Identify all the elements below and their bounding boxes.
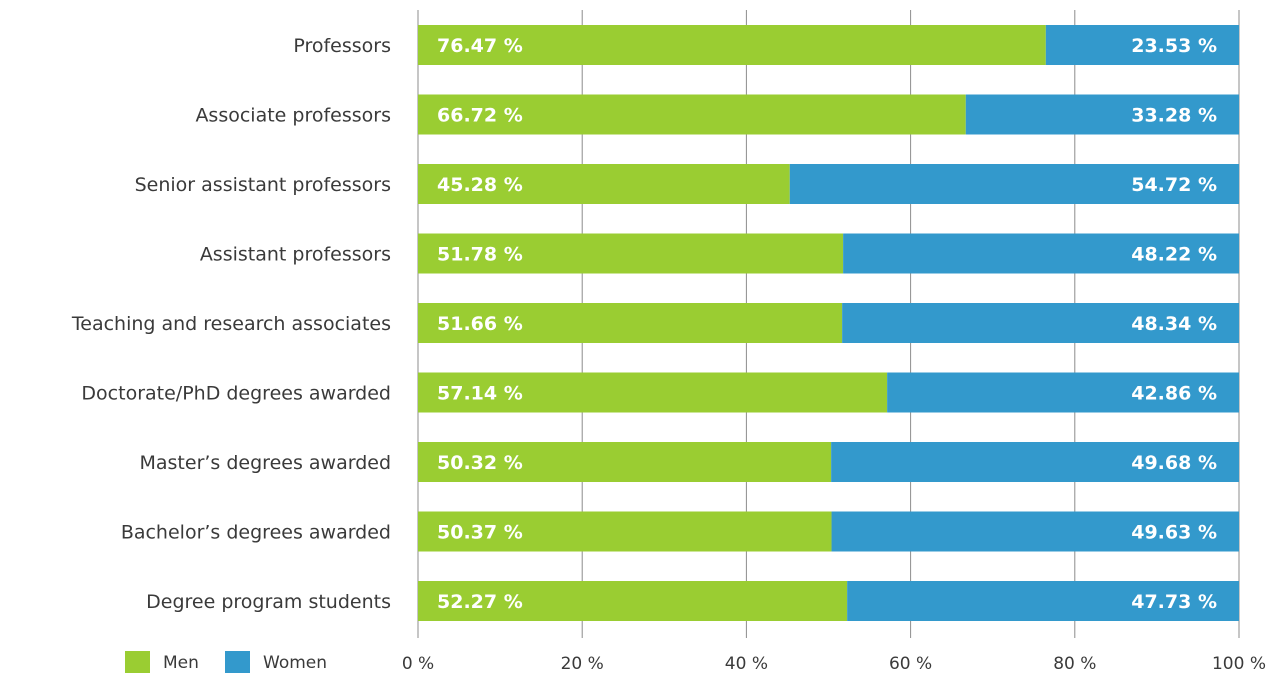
category-label: Degree program students (146, 591, 391, 613)
x-tick-label: 0 % (402, 654, 434, 673)
legend-label-men: Men (163, 653, 199, 673)
bar-men (418, 581, 848, 621)
data-label-women: 54.72 % (1131, 174, 1217, 196)
x-tick-label: 40 % (725, 654, 768, 673)
x-axis-ticks: 0 % 20 % 40 % 60 % 80 % 100 % (402, 654, 1266, 673)
bar-men (418, 372, 888, 413)
bar-women (1045, 25, 1239, 65)
legend-label-women: Women (263, 653, 327, 673)
x-tick-label: 80 % (1053, 654, 1096, 673)
bars: 76.47 % 23.53 % 66.72 % 33.28 % 45.28 % 54.72… (418, 25, 1239, 621)
data-label-women: 48.34 % (1131, 313, 1217, 335)
bar-men (418, 94, 966, 135)
data-label-women: 33.28 % (1131, 105, 1217, 127)
data-label-men: 57.14 % (437, 383, 523, 405)
category-labels: Professors Associate professors Senior ass… (71, 35, 391, 613)
bar-women (843, 233, 1239, 274)
bar-women (831, 511, 1239, 552)
bar-women (887, 372, 1239, 413)
bar-men (418, 25, 1046, 65)
legend: Men Women (125, 651, 327, 673)
category-label: Senior assistant professors (135, 174, 391, 196)
x-tick-label: 100 % (1212, 654, 1266, 673)
category-label: Bachelor’s degrees awarded (121, 522, 391, 544)
bar-men (418, 511, 832, 552)
bar-women (831, 442, 1239, 482)
category-label: Professors (293, 35, 391, 57)
data-label-women: 23.53 % (1131, 35, 1217, 57)
bar-men (418, 164, 790, 204)
bar-men (418, 233, 844, 274)
data-label-men: 50.32 % (437, 452, 523, 474)
category-label: Teaching and research associates (71, 313, 391, 335)
data-label-men: 52.27 % (437, 591, 523, 613)
data-label-women: 49.63 % (1131, 522, 1217, 544)
x-tick-label: 20 % (561, 654, 604, 673)
legend-swatch-women (225, 651, 250, 673)
bar-men (418, 442, 832, 482)
category-label: Assistant professors (200, 244, 391, 266)
legend-swatch-men (125, 651, 150, 673)
data-label-men: 50.37 % (437, 522, 523, 544)
data-label-women: 42.86 % (1131, 383, 1217, 405)
data-label-women: 47.73 % (1131, 591, 1217, 613)
bar-women (965, 94, 1239, 135)
data-label-men: 66.72 % (437, 105, 523, 127)
bar-women (847, 581, 1239, 621)
category-label: Doctorate/PhD degrees awarded (81, 383, 391, 405)
x-tick-label: 60 % (889, 654, 932, 673)
bar-men (418, 303, 843, 343)
data-label-women: 48.22 % (1131, 244, 1217, 266)
category-label: Master’s degrees awarded (140, 452, 392, 474)
data-label-men: 51.66 % (437, 313, 523, 335)
data-label-men: 76.47 % (437, 35, 523, 57)
bar-women (789, 164, 1239, 204)
data-label-men: 45.28 % (437, 174, 523, 196)
data-label-men: 51.78 % (437, 244, 523, 266)
data-label-women: 49.68 % (1131, 452, 1217, 474)
category-label: Associate professors (195, 105, 391, 127)
bar-women (842, 303, 1239, 343)
